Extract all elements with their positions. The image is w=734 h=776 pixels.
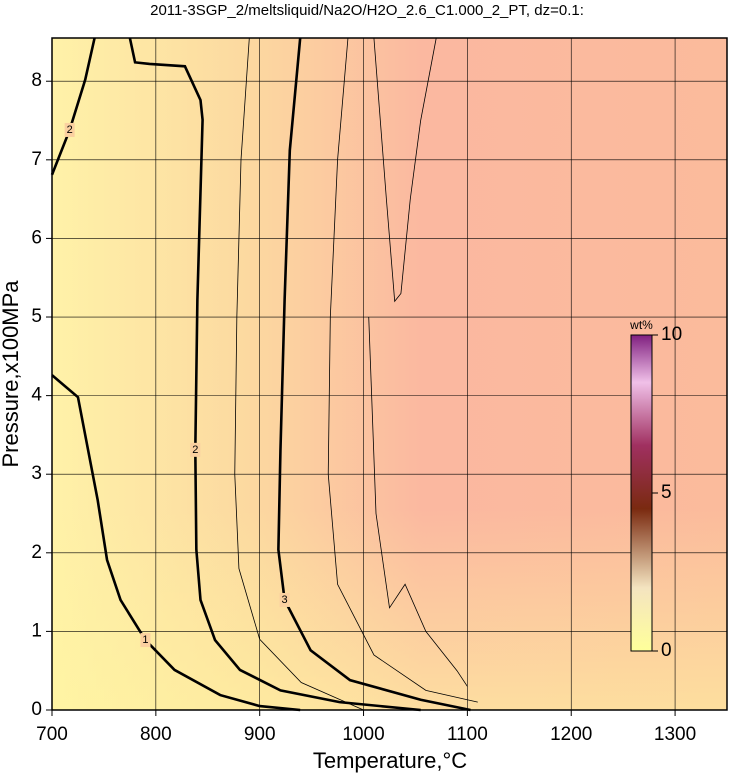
y-tick-label: 8 (31, 70, 42, 91)
contour-label: 2 (192, 444, 198, 456)
y-tick-label: 1 (31, 620, 42, 641)
y-tick-label: 3 (31, 463, 42, 484)
contour-line (234, 37, 364, 711)
contour-label-bg (140, 633, 151, 648)
contour-line (51, 374, 301, 712)
x-tick-label: 1200 (550, 724, 592, 745)
y-tick-label: 7 (31, 149, 42, 170)
contour-label: 3 (282, 594, 288, 606)
colorbar-tick-label: 0 (661, 640, 672, 661)
contour-label-bg (190, 442, 201, 457)
y-tick-label: 6 (31, 227, 42, 248)
plot-shade (52, 38, 727, 710)
contour-line (368, 317, 468, 687)
colorbar-tick-label: 5 (661, 482, 672, 503)
contour-line (373, 37, 437, 303)
plot-frame (51, 37, 728, 711)
y-tick-label: 5 (31, 306, 42, 327)
y-tick-label: 2 (31, 542, 42, 563)
y-tick-label: 0 (31, 699, 42, 720)
contour-label: 2 (67, 124, 73, 136)
contour-label-bg (64, 122, 75, 137)
contour-label: 1 (142, 634, 148, 646)
y-tick-label: 4 (31, 385, 42, 406)
x-tick-label: 900 (244, 724, 276, 745)
colorbar (630, 334, 653, 652)
x-axis-label: Temperature,°C (313, 748, 467, 773)
contour-line (327, 37, 478, 703)
colorbar-tick-label: 10 (661, 324, 682, 345)
x-tick-label: 1100 (447, 724, 488, 745)
x-tick-label: 1000 (342, 724, 384, 745)
x-tick-label: 1300 (654, 724, 696, 745)
contour-label-bg (279, 592, 290, 607)
contour-line (50, 37, 96, 176)
chart-title: 2011-3SGP_2/meltsliquid/Na2O/H2O_2.6_C1.… (150, 2, 584, 19)
contour-line (277, 37, 471, 712)
x-tick-label: 700 (36, 724, 68, 745)
y-axis-label: Pressure,x100MPa (0, 280, 23, 468)
x-tick-label: 800 (140, 724, 172, 745)
colorbar-label: wt% (629, 318, 653, 332)
